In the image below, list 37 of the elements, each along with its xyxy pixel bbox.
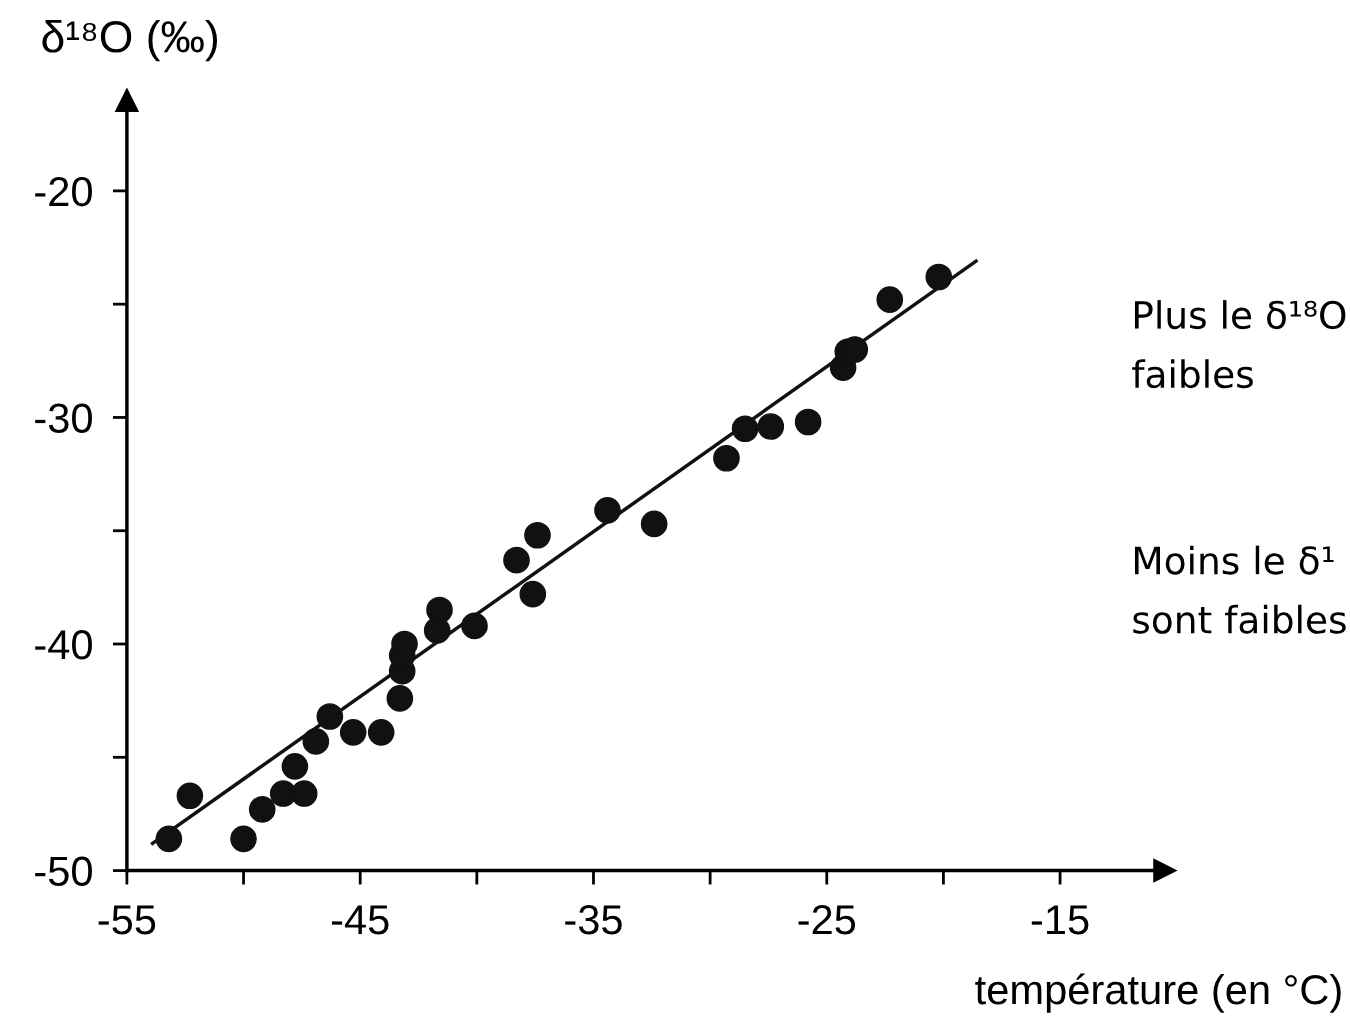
y-tick-label: -50 [35, 856, 92, 887]
annotation: Plus le δ¹⁸O faibles [1132, 300, 1346, 389]
point [248, 796, 276, 823]
point [386, 685, 414, 712]
y-axis-title: δ¹⁸O (‰) [42, 19, 217, 62]
point [594, 497, 621, 524]
point [155, 825, 183, 853]
x-axis-title: température (en °C) [975, 973, 1341, 1013]
point [339, 719, 367, 746]
x-tick-label: -15 [1031, 905, 1089, 935]
x-tick-label: -55 [98, 905, 156, 935]
point [281, 753, 309, 780]
x-tick-label: -25 [798, 905, 856, 935]
x-tick-label: -35 [565, 905, 622, 935]
point [640, 510, 668, 538]
point [461, 612, 488, 640]
annotation: Moins le δ¹ sont faibles [1133, 545, 1346, 634]
x-tick-label: -45 [331, 905, 389, 935]
point [524, 521, 551, 549]
point [426, 596, 453, 624]
y-tick-label: -30 [35, 403, 92, 433]
point [925, 263, 953, 291]
point [794, 408, 822, 436]
point [290, 780, 318, 807]
point [230, 825, 257, 853]
point [503, 546, 530, 574]
point [316, 703, 344, 730]
y-tick-label: -40 [35, 630, 92, 660]
point [302, 728, 330, 755]
point [713, 444, 740, 472]
y-tick-label: -20 [35, 176, 92, 207]
point [519, 580, 547, 608]
point [731, 415, 759, 443]
point [367, 719, 395, 746]
point [176, 782, 204, 810]
point [757, 413, 785, 440]
point [876, 286, 904, 313]
